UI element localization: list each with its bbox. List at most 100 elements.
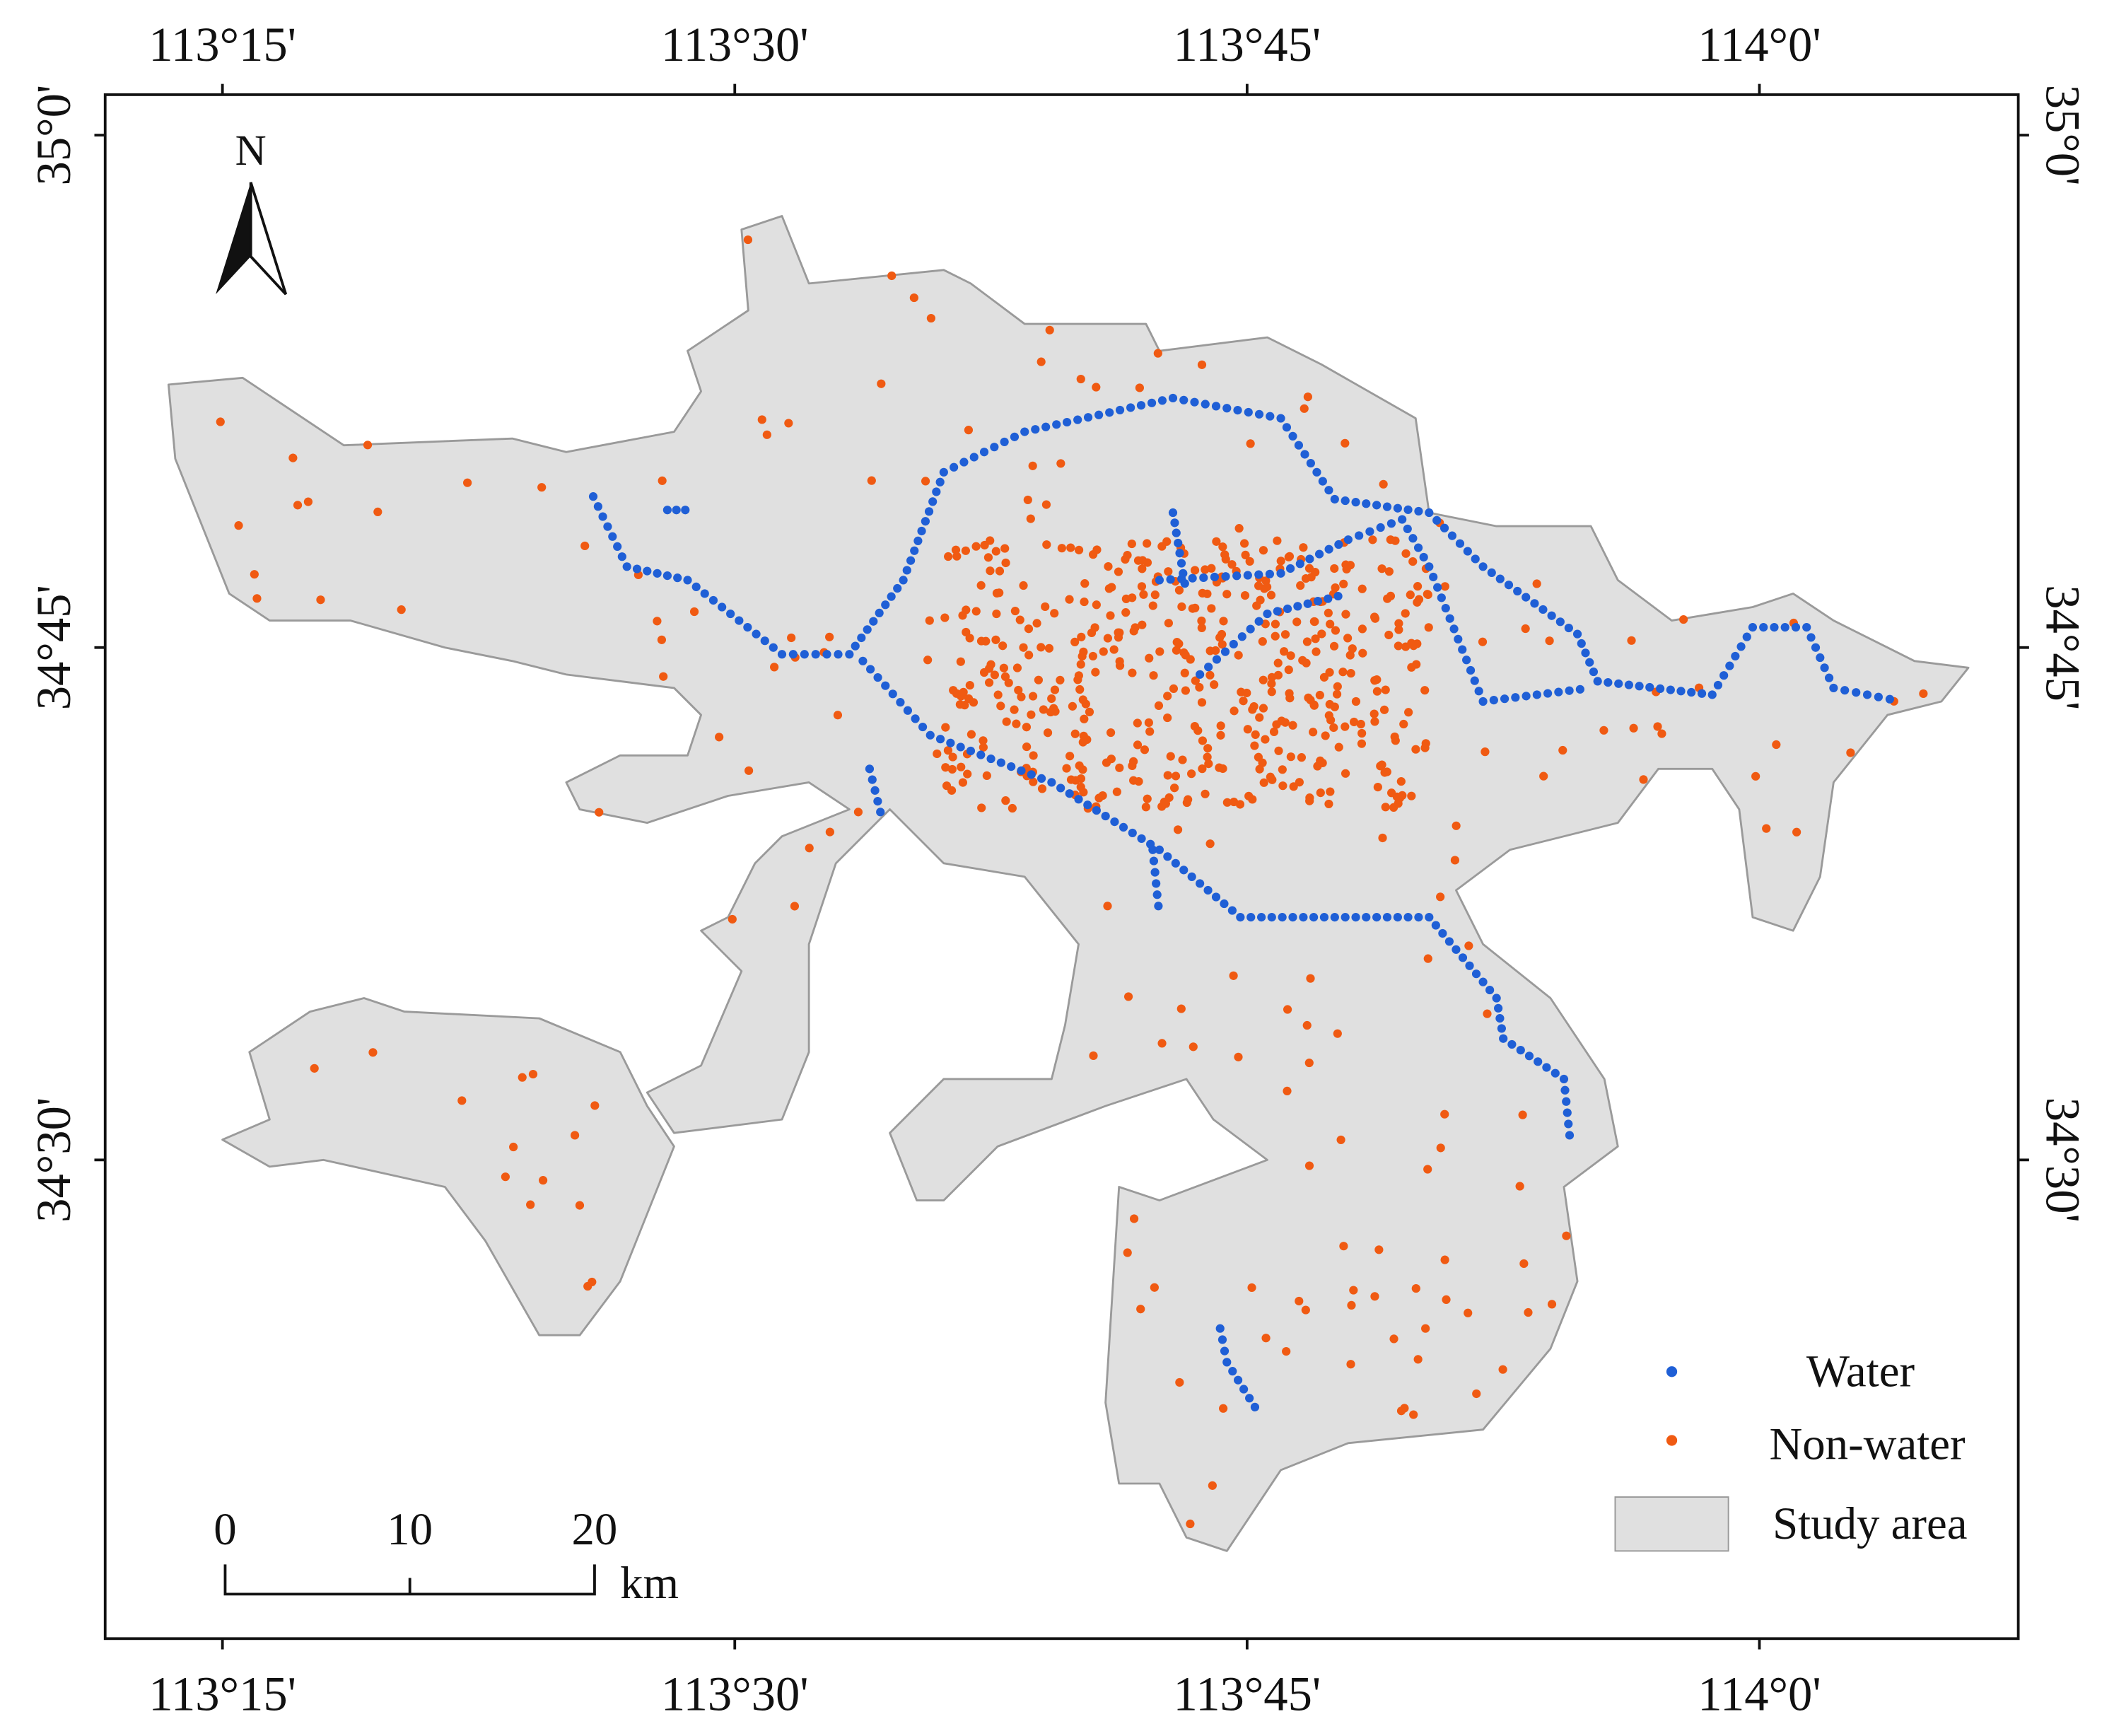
sample-point [528,1069,538,1079]
sample-point [1312,467,1321,477]
sample-point [1300,404,1309,413]
sample-point [857,633,866,643]
sample-point [1015,615,1024,624]
sample-point [1045,325,1054,334]
sample-point [1555,617,1565,627]
sample-point [1401,549,1411,558]
sample-point [1331,583,1340,593]
sample-point [1263,609,1272,619]
sample-point [909,293,918,303]
sample-point [976,750,986,759]
sample-point [984,678,994,687]
sample-point [923,656,933,665]
sample-point [509,1142,518,1152]
sample-point [1376,762,1385,771]
sample-point [1103,902,1112,911]
sample-point [1217,1335,1227,1344]
sample-point [1731,651,1740,661]
sample-point [999,663,1008,672]
sample-point [1421,739,1430,748]
sample-point [1440,582,1449,591]
sample-point [1355,531,1364,540]
sample-point [1278,781,1287,791]
sample-point [888,689,897,699]
sample-point [1627,636,1636,645]
sample-point [1492,994,1501,1003]
sample-point [959,458,969,467]
sample-point [293,501,303,510]
sample-point [463,478,472,487]
sample-point [941,763,950,772]
sample-point [1212,537,1221,546]
sample-point [1187,769,1196,779]
sample-point [1389,1334,1398,1344]
sample-point [1319,672,1329,682]
sample-point [1321,731,1330,740]
sample-point [1188,573,1197,583]
sample-point [1155,647,1164,656]
sample-point [1377,564,1386,573]
sample-point [979,448,989,457]
left-tick-label: 34°45' [27,585,81,710]
sample-point [991,547,1000,556]
sample-point [917,526,926,536]
sample-point [986,566,995,576]
sample-point [1136,401,1146,410]
sample-point [921,477,930,486]
sample-point [1357,739,1367,748]
sample-point [1324,486,1333,495]
sample-point [965,681,974,690]
sample-point [1137,582,1147,591]
sample-point [911,714,920,723]
sample-point [1139,590,1148,599]
sample-point [995,566,1005,576]
sample-point [1046,707,1056,717]
sample-point [1027,770,1036,779]
sample-point [1748,623,1758,632]
sample-point [1293,602,1302,611]
sample-point [1282,1347,1291,1356]
sample-point [928,497,938,506]
sample-point [811,650,820,659]
sample-point [1736,642,1746,651]
sample-point [1083,800,1092,810]
sample-point [1171,771,1181,781]
sample-point [1174,639,1184,648]
sample-point [1254,570,1263,579]
sample-point [940,613,950,622]
sample-point [1302,1020,1312,1030]
sample-point [1266,412,1275,421]
sample-point [1129,1214,1139,1223]
sample-point [1222,404,1232,413]
sample-point [1401,642,1411,651]
sample-point [1542,1063,1551,1072]
sample-point [1288,721,1297,730]
sample-point [1042,540,1051,549]
sample-point [1094,410,1104,419]
sample-point [1440,1255,1449,1264]
sample-point [1403,524,1412,534]
sample-point [1136,1305,1145,1314]
sample-point [1233,1375,1243,1385]
sample-point [1811,643,1821,652]
sample-point [1780,623,1789,632]
sample-point [1499,1034,1508,1043]
sample-point [996,701,1005,711]
sample-point [518,1073,527,1082]
sample-point [1128,828,1137,838]
sample-point [1305,554,1314,564]
sample-point [673,573,682,583]
sample-point [1164,619,1173,628]
sample-point [1276,414,1285,423]
sample-point [1245,1394,1254,1403]
sample-point [1154,701,1164,711]
sample-point [1331,626,1341,635]
sample-point [1420,686,1430,695]
north-arrow: N [216,127,288,296]
sample-point [1089,1051,1098,1061]
sample-point [1010,705,1019,714]
sample-point [1070,729,1080,738]
sample-point [833,711,843,720]
sample-point [1372,501,1382,510]
sample-point [1026,514,1035,523]
